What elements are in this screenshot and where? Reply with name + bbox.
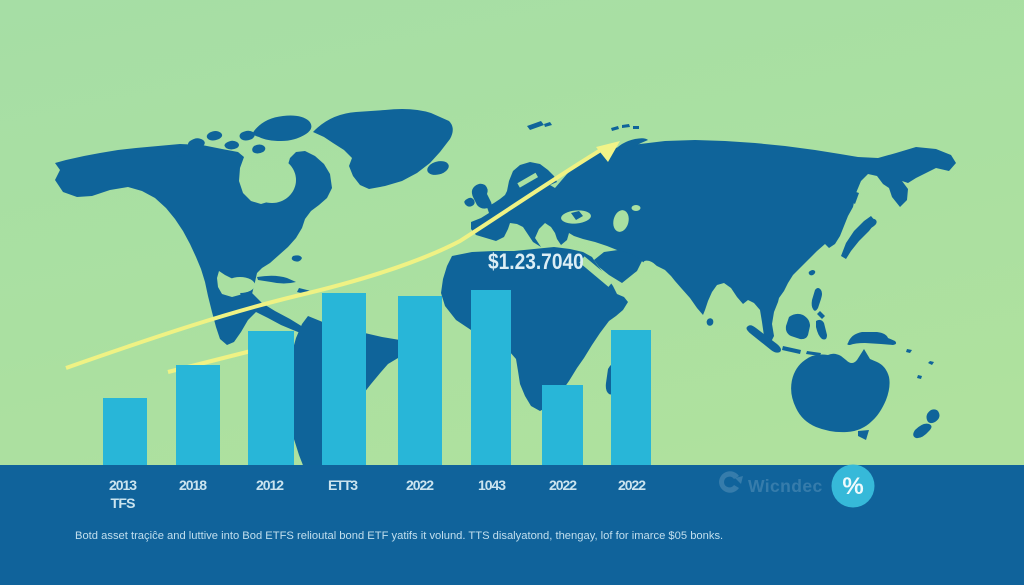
svg-text:ETT3: ETT3 xyxy=(328,477,358,493)
svg-text:Botd asset traçiĉe and luttive: Botd asset traçiĉe and luttive into Bod … xyxy=(75,530,723,542)
svg-text:2012: 2012 xyxy=(256,477,284,493)
svg-text:2022: 2022 xyxy=(406,477,434,493)
svg-text:1043: 1043 xyxy=(478,477,506,493)
svg-text:$1.23.7040: $1.23.7040 xyxy=(488,250,584,275)
svg-text:Wicndec: Wicndec xyxy=(748,476,823,496)
svg-text:TFS: TFS xyxy=(111,495,136,511)
svg-text:2022: 2022 xyxy=(618,477,646,493)
svg-text:2018: 2018 xyxy=(179,477,207,493)
svg-text:%: % xyxy=(842,473,863,500)
svg-text:2013: 2013 xyxy=(109,477,137,493)
svg-text:2022: 2022 xyxy=(549,477,577,493)
